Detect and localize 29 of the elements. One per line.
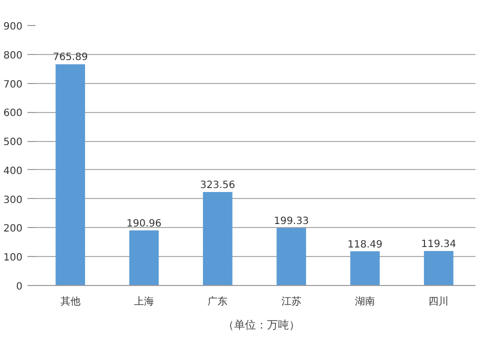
y-tick-label: 800	[3, 50, 23, 62]
data-label: 190.96	[126, 218, 162, 230]
bar	[202, 192, 232, 286]
x-tick-label: 广东	[208, 296, 228, 308]
y-tick-label: 100	[3, 252, 23, 264]
x-tick-label: 上海	[134, 296, 154, 308]
bar	[276, 228, 306, 286]
data-label: 119.34	[421, 239, 456, 250]
x-tick-label: 四川	[428, 296, 449, 308]
y-tick-label: 300	[3, 194, 23, 206]
data-label: 323.56	[200, 180, 236, 192]
x-tick-label: 江苏	[281, 296, 302, 308]
bar	[424, 251, 454, 286]
text: （单位：万吨）	[223, 318, 300, 332]
bar	[129, 230, 159, 286]
y-tick-label: 400	[3, 166, 23, 177]
y-tick-label: 700	[3, 79, 23, 90]
bar	[350, 251, 380, 286]
data-label: 118.49	[348, 239, 383, 250]
y-tick-label: 900	[3, 22, 23, 32]
data-label: 199.33	[274, 216, 309, 227]
y-tick-label: 500	[3, 137, 23, 148]
data-label: 765.89	[52, 52, 88, 64]
y-tick-label: 0	[16, 282, 23, 292]
y-tick-label: 600	[3, 108, 23, 120]
bar	[56, 64, 86, 286]
y-tick-label: 200	[3, 224, 23, 235]
x-tick-label: 湖南	[355, 296, 375, 308]
x-tick-label: 其他	[60, 296, 80, 308]
